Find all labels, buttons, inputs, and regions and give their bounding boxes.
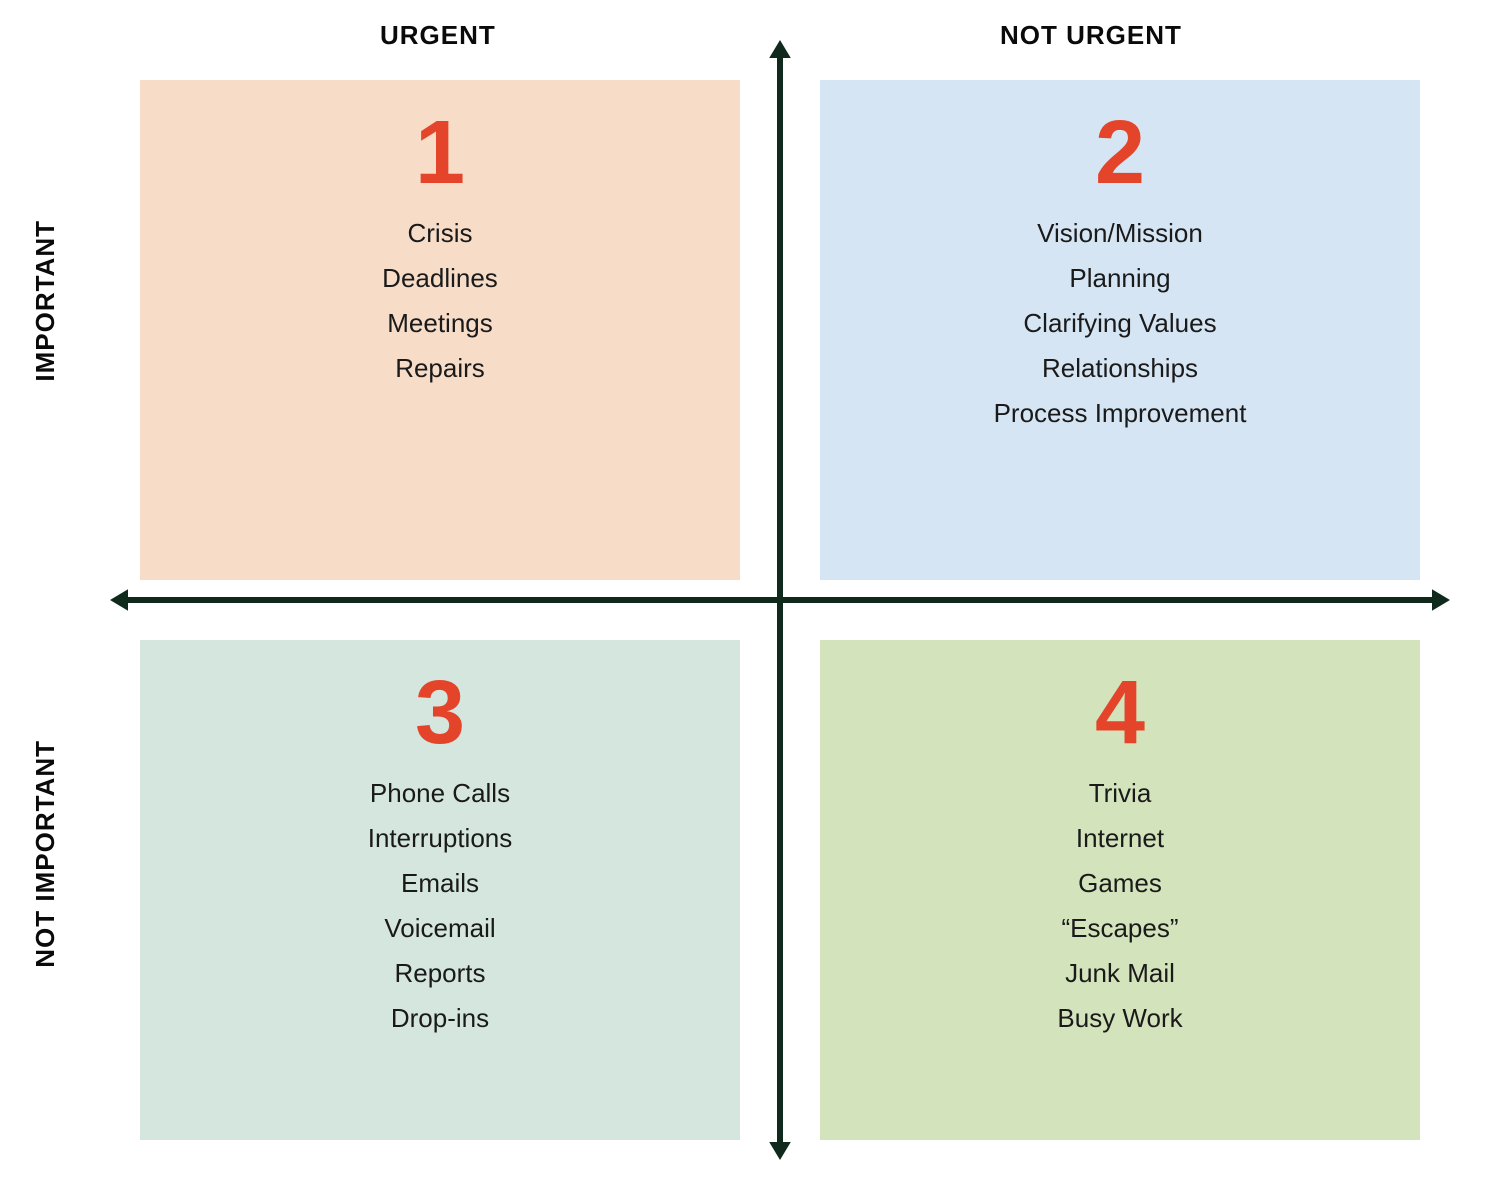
quadrant-2-items: Vision/Mission Planning Clarifying Values R…	[994, 218, 1247, 429]
quadrant-item: Busy Work	[1057, 1003, 1182, 1034]
quadrant-item: Meetings	[387, 308, 493, 339]
quadrant-item: Process Improvement	[994, 398, 1247, 429]
quadrant-1-items: Crisis Deadlines Meetings Repairs	[382, 218, 498, 384]
quadrant-1-number: 1	[415, 108, 465, 198]
quadrant-item: Voicemail	[384, 913, 495, 944]
quadrant-item: Clarifying Values	[1023, 308, 1216, 339]
quadrant-item: Games	[1078, 868, 1162, 899]
quadrant-item: Crisis	[407, 218, 472, 249]
col-header-urgent: URGENT	[380, 20, 496, 51]
quadrant-item: Internet	[1076, 823, 1164, 854]
row-header-important: IMPORTANT	[30, 220, 61, 382]
row-header-not-important-text: NOT IMPORTANT	[30, 740, 60, 968]
quadrant-item: “Escapes”	[1061, 913, 1178, 944]
quadrant-item: Reports	[394, 958, 485, 989]
row-header-important-text: IMPORTANT	[30, 220, 60, 382]
quadrant-item: Trivia	[1089, 778, 1152, 809]
quadrant-4: 4 Trivia Internet Games “Escapes” Junk Mail B…	[820, 640, 1420, 1140]
quadrant-2-number: 2	[1095, 108, 1145, 198]
quadrant-item: Junk Mail	[1065, 958, 1175, 989]
row-header-not-important: NOT IMPORTANT	[30, 740, 61, 968]
quadrant-item: Planning	[1069, 263, 1170, 294]
quadrant-3: 3 Phone Calls Interruptions Emails Voicemai…	[140, 640, 740, 1140]
quadrant-item: Drop-ins	[391, 1003, 489, 1034]
col-header-urgent-text: URGENT	[380, 20, 496, 50]
quadrant-item: Emails	[401, 868, 479, 899]
quadrant-item: Vision/Mission	[1037, 218, 1203, 249]
quadrant-item: Repairs	[395, 353, 485, 384]
quadrant-3-items: Phone Calls Interruptions Emails Voicemail R…	[368, 778, 513, 1034]
quadrant-1: 1 Crisis Deadlines Meetings Repairs	[140, 80, 740, 580]
quadrant-4-number: 4	[1095, 668, 1145, 758]
quadrant-2: 2 Vision/Mission Planning Clarifying Value…	[820, 80, 1420, 580]
quadrant-item: Phone Calls	[370, 778, 510, 809]
quadrant-item: Deadlines	[382, 263, 498, 294]
col-header-not-urgent: NOT URGENT	[1000, 20, 1182, 51]
quadrant-4-items: Trivia Internet Games “Escapes” Junk Mail Bus…	[1057, 778, 1182, 1034]
quadrant-item: Relationships	[1042, 353, 1198, 384]
matrix-container: URGENT NOT URGENT IMPORTANT NOT IMPORTAN…	[80, 20, 1480, 1180]
quadrant-3-number: 3	[415, 668, 465, 758]
quadrant-item: Interruptions	[368, 823, 513, 854]
col-header-not-urgent-text: NOT URGENT	[1000, 20, 1182, 50]
